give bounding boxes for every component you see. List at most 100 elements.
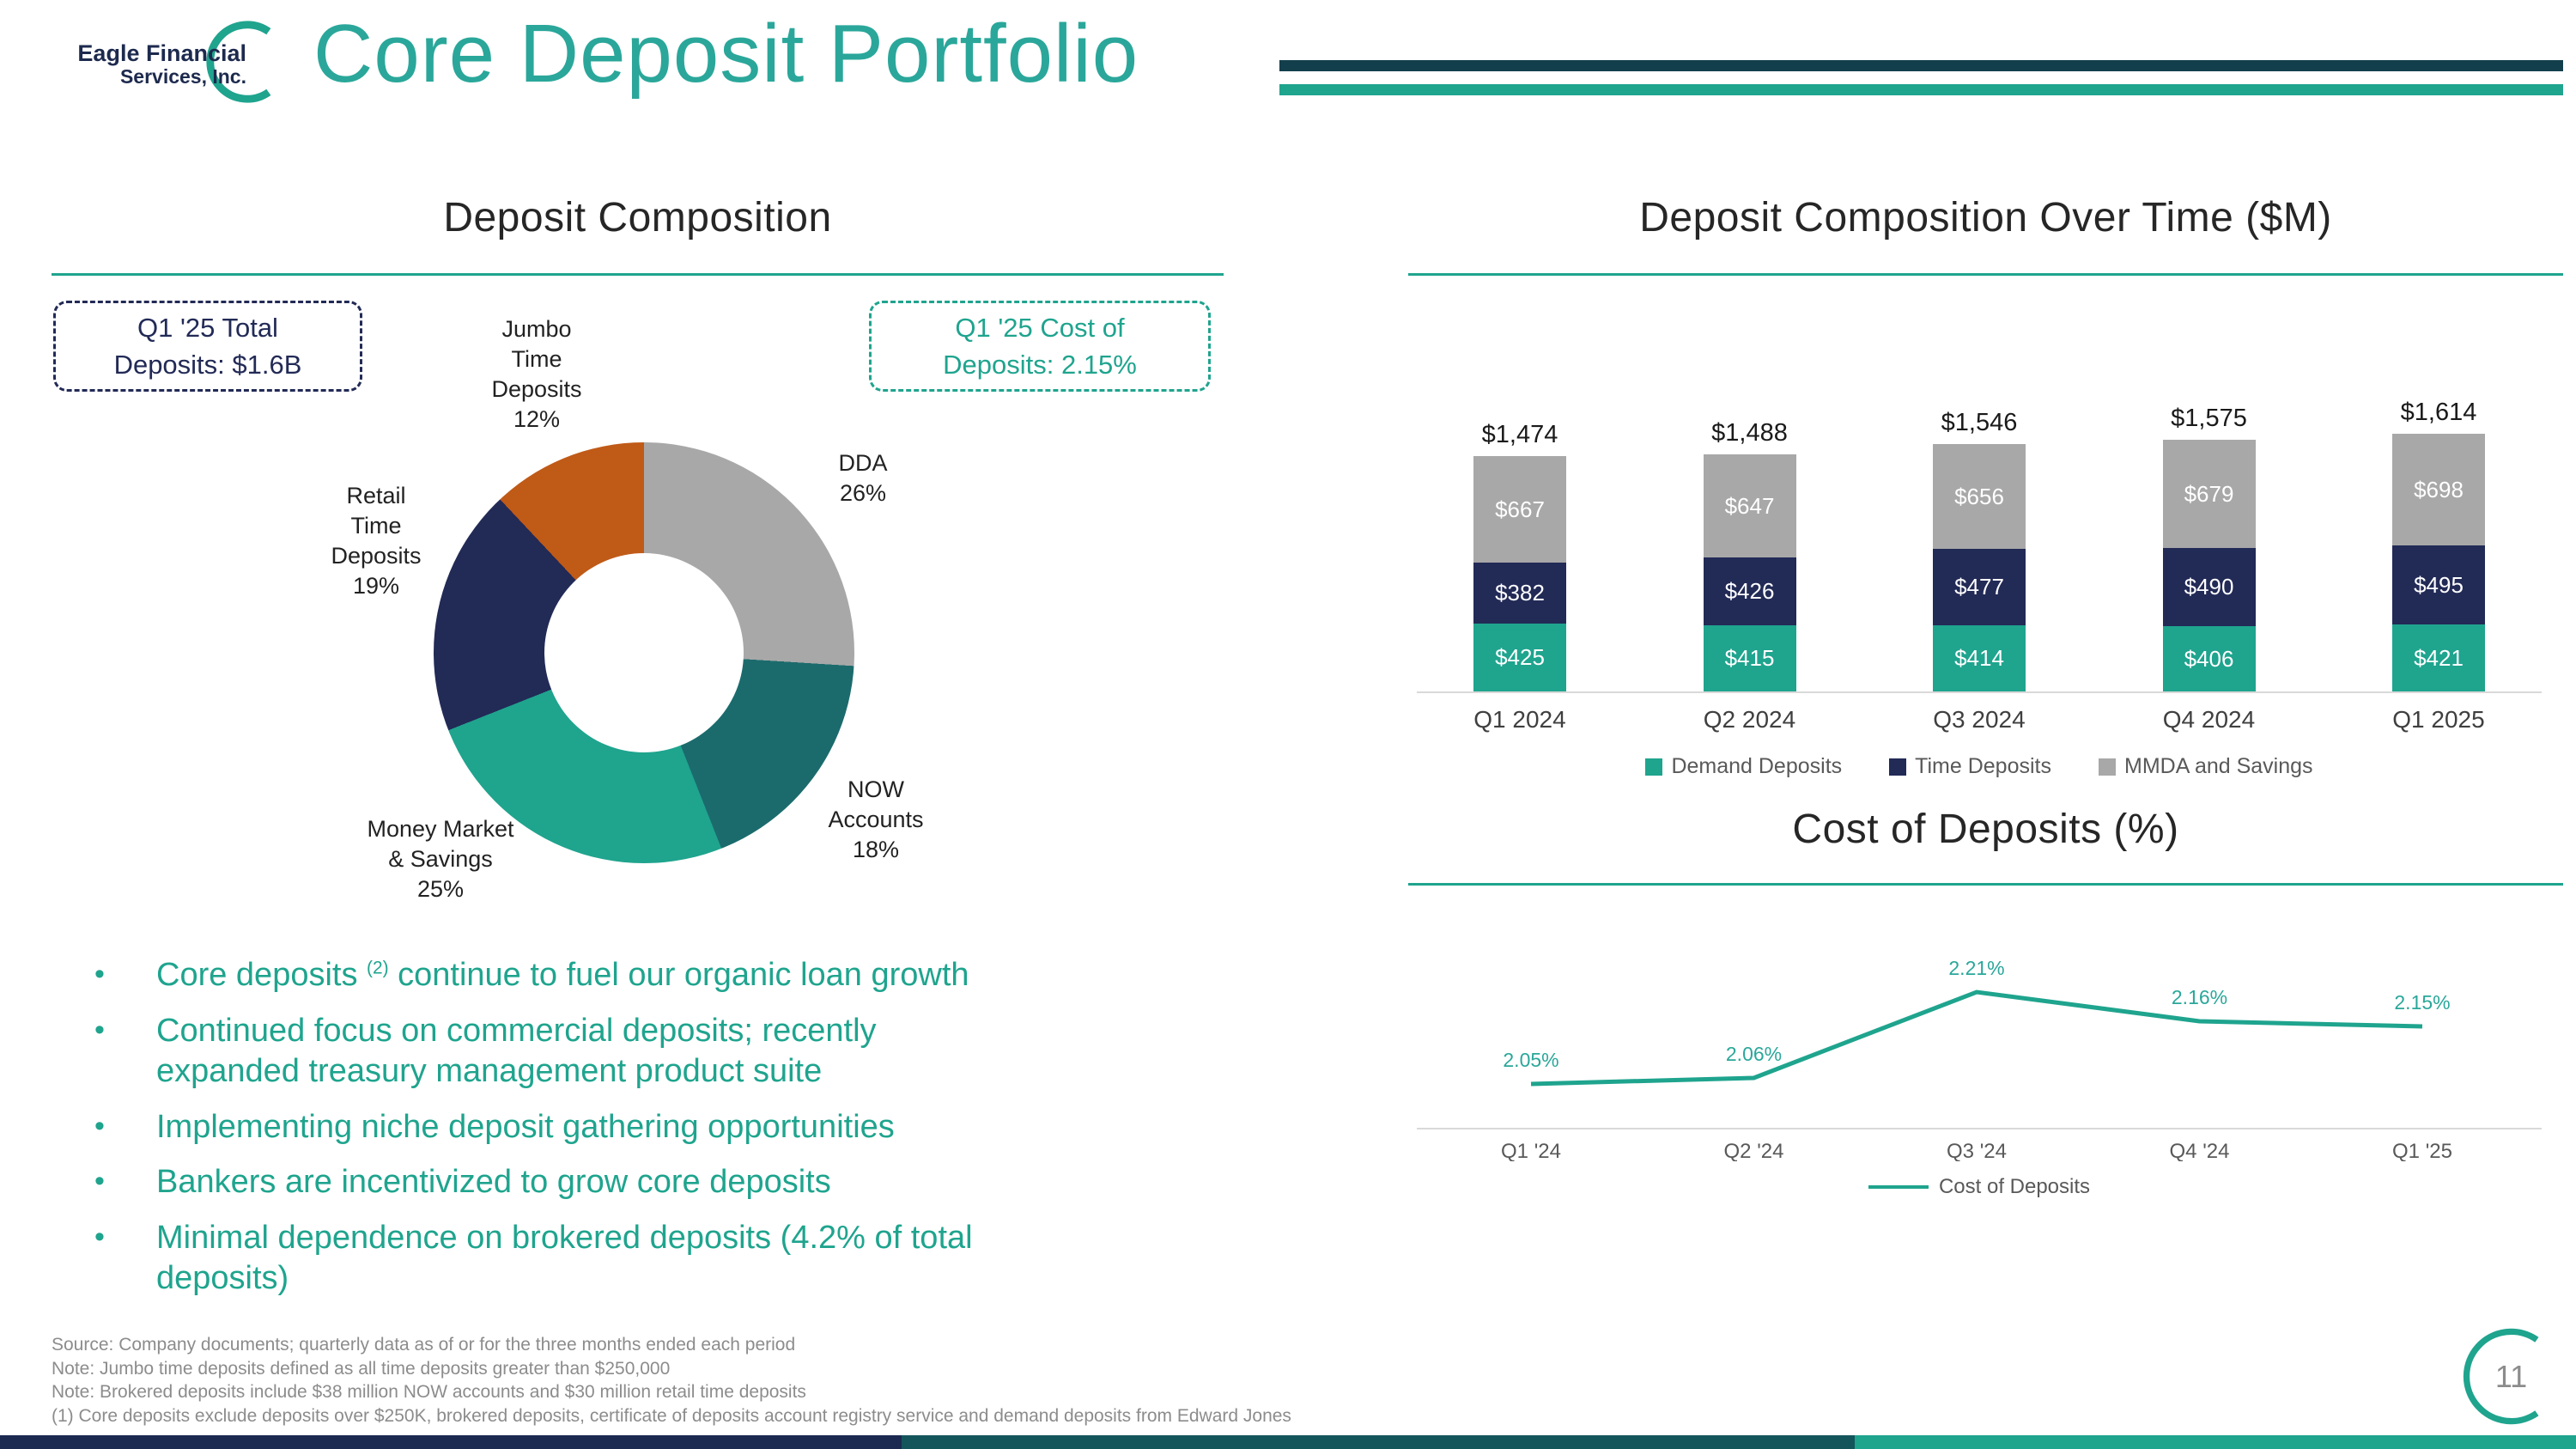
bar-categories: Q1 2024 Q2 2024 Q3 2024 Q4 2024 Q1 2025 [1417, 706, 2542, 734]
line-legend-label: Cost of Deposits [1938, 1175, 2091, 1198]
pie-label-money-market-savings: Money Market & Savings 25% [367, 816, 514, 903]
pie-label-retail-time-deposits: Retail Time Deposits 19% [331, 483, 422, 600]
bar-segment-time-deposits: $382 [1473, 563, 1566, 624]
cost-deposits-line1: Q1 '25 Cost of [955, 312, 1125, 343]
footnote-jumbo: Note: Jumbo time deposits defined as all… [52, 1358, 671, 1379]
line-category-label: Q1 '25 [2392, 1140, 2452, 1161]
title-rule-teal [1279, 84, 2563, 95]
bar-segment-time-deposits: $477 [1933, 549, 2026, 625]
logo-text: Eagle Financial Services, Inc. [47, 40, 246, 88]
legend-swatch [1645, 758, 1663, 776]
left-section-title: Deposit Composition [443, 195, 832, 240]
bar-segment-mmda-and-savings: $656 [1933, 444, 2026, 549]
bar-column: $1,614 $698 $495 $421 [2336, 399, 2542, 691]
page-number: 11 [2494, 1359, 2528, 1394]
cost-of-deposits-badge: Q1 '25 Cost of Deposits: 2.15% [869, 301, 1211, 392]
bullet-text: Core deposits (2) continue to fuel our o… [156, 957, 969, 993]
logo-text-line1: Eagle Financial [77, 40, 246, 66]
footnotes: Source: Company documents; quarterly dat… [52, 1333, 1855, 1428]
company-logo: Eagle Financial Services, Inc. [47, 14, 309, 119]
bullet-dot: • [94, 958, 105, 990]
line-legend-mark [1868, 1185, 1929, 1189]
bar-stack: $698 $495 $421 [2392, 434, 2485, 691]
line-point-label: 2.06% [1726, 1043, 1782, 1065]
bar-category-label: Q3 2024 [1933, 706, 2026, 733]
bullet-text: Bankers are incentivized to grow core de… [156, 1164, 831, 1200]
bar-segment-mmda-and-savings: $698 [2392, 434, 2485, 545]
legend-item: MMDA and Savings [2099, 754, 2313, 779]
bar-segment-demand-deposits: $425 [1473, 624, 1566, 691]
logo-text-line2: Services, Inc. [119, 65, 246, 88]
page-badge-c-icon [2463, 1328, 2539, 1425]
total-deposits-line1: Q1 '25 Total [137, 312, 278, 343]
logo-c-icon [206, 21, 271, 103]
bar-column: $1,474 $667 $382 $425 [1417, 421, 1623, 691]
legend-label: Demand Deposits [1671, 754, 1843, 778]
bar-total-label: $1,575 [2171, 405, 2247, 432]
bullet-dot: • [94, 1109, 105, 1142]
line-chart-svg: 2.05% Q1 '24 2.06% Q2 '24 2.21% Q3 '24 2.16% Q4… [1417, 957, 2542, 1161]
bar-segment-demand-deposits: $421 [2392, 624, 2485, 691]
pie-label-dda: DDA 26% [838, 450, 888, 507]
bullet-item: • Core deposits (2) continue to fuel our … [94, 955, 1262, 996]
bullet-item: • Implementing niche deposit gathering op… [94, 1107, 1262, 1148]
bar-total-label: $1,546 [1941, 409, 2018, 436]
bullet-text: Implementing niche deposit gathering opp… [156, 1108, 895, 1145]
line-legend: Cost of Deposits [1417, 1175, 2542, 1199]
title-rule-dark [1279, 60, 2563, 71]
bar-stack: $647 $426 $415 [1703, 454, 1796, 691]
right-section-rule [1408, 273, 2563, 276]
legend-swatch [2099, 758, 2116, 776]
bar-segment-demand-deposits: $415 [1703, 625, 1796, 691]
bullet-item: • Continued focus on commercial deposits;… [94, 1011, 1262, 1093]
bottom-bar [0, 1435, 2576, 1449]
cost-section-rule [1408, 883, 2563, 886]
total-deposits-badge: Q1 '25 Total Deposits: $1.6B [53, 301, 362, 392]
bar-category-label: Q1 2024 [1473, 706, 1566, 733]
bullet-item: • Bankers are incentivized to grow core d… [94, 1162, 1262, 1203]
bar-stack: $679 $490 $406 [2162, 440, 2256, 691]
line-point-label: 2.21% [1948, 957, 2004, 979]
bar-segment-demand-deposits: $406 [2162, 626, 2256, 691]
line-category-label: Q2 '24 [1724, 1140, 1784, 1161]
bar-stack: $667 $382 $425 [1473, 456, 1566, 691]
left-section-rule [52, 273, 1224, 276]
legend-label: MMDA and Savings [2124, 754, 2313, 778]
cost-section-title: Cost of Deposits (%) [1792, 807, 2179, 852]
footnote-core: (1) Core deposits exclude deposits over … [52, 1406, 1291, 1427]
bar-columns: $1,474 $667 $382 $425 $1,488 $647 $426 $415 $1,5… [1417, 369, 2542, 691]
bar-category-label: Q2 2024 [1703, 706, 1796, 733]
bar-category-label: Q4 2024 [2162, 706, 2256, 733]
bar-column: $1,546 $656 $477 $414 [1876, 409, 2082, 691]
bar-total-label: $1,474 [1481, 421, 1558, 448]
slide-title: Core Deposit Portfolio [313, 8, 1139, 100]
line-point-label: 2.05% [1503, 1049, 1558, 1071]
cost-deposits-line2: Deposits: 2.15% [943, 350, 1137, 380]
footnote-brokered: Note: Brokered deposits include $38 mill… [52, 1382, 806, 1403]
bar-segment-time-deposits: $490 [2162, 548, 2256, 626]
bar-stack: $656 $477 $414 [1933, 444, 2026, 691]
legend-item: Time Deposits [1889, 754, 2051, 779]
legend-label: Time Deposits [1915, 754, 2051, 778]
bar-segment-mmda-and-savings: $647 [1703, 454, 1796, 557]
total-deposits-line2: Deposits: $1.6B [113, 350, 302, 380]
bar-category-label: Q1 2025 [2392, 706, 2485, 733]
bar-segment-time-deposits: $495 [2392, 545, 2485, 624]
line-point-label: 2.16% [2172, 986, 2227, 1008]
bullet-list: • Core deposits (2) continue to fuel our … [94, 955, 1262, 1314]
line-category-label: Q3 '24 [1947, 1140, 2007, 1161]
bullet-text: Continued focus on commercial deposits; … [156, 1012, 877, 1090]
line-category-label: Q4 '24 [2170, 1140, 2230, 1161]
bar-chart: $1,474 $667 $382 $425 $1,488 $647 $426 $415 $1,5… [1417, 369, 2542, 747]
cost-of-deposits-line [1530, 989, 2423, 1087]
bar-segment-mmda-and-savings: $667 [1473, 456, 1566, 563]
bar-segment-time-deposits: $426 [1703, 557, 1796, 625]
footnote-source: Source: Company documents; quarterly dat… [52, 1335, 796, 1355]
bar-axis-line [1417, 691, 2542, 693]
bar-legend: Demand Deposits Time Deposits MMDA and Sav… [1417, 754, 2542, 779]
donut-chart [434, 442, 854, 863]
bullet-item: • Minimal dependence on brokered deposits… [94, 1218, 1262, 1300]
pie-label-now-accounts: NOW Accounts 18% [828, 776, 924, 863]
page-number-badge: 11 [2458, 1323, 2565, 1430]
